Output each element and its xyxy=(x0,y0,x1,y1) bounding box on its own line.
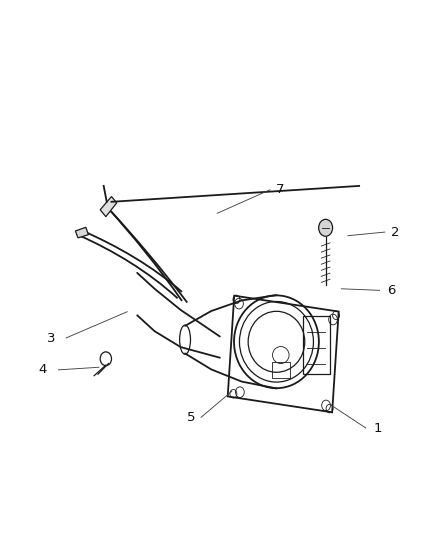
Circle shape xyxy=(319,219,332,236)
Text: 1: 1 xyxy=(374,422,382,435)
Text: 2: 2 xyxy=(391,225,399,239)
Text: 6: 6 xyxy=(387,284,395,297)
Text: 4: 4 xyxy=(39,364,47,376)
Polygon shape xyxy=(100,197,117,216)
Text: 7: 7 xyxy=(276,183,284,196)
Polygon shape xyxy=(75,227,88,238)
Text: 5: 5 xyxy=(187,411,195,424)
Text: 3: 3 xyxy=(47,332,56,344)
